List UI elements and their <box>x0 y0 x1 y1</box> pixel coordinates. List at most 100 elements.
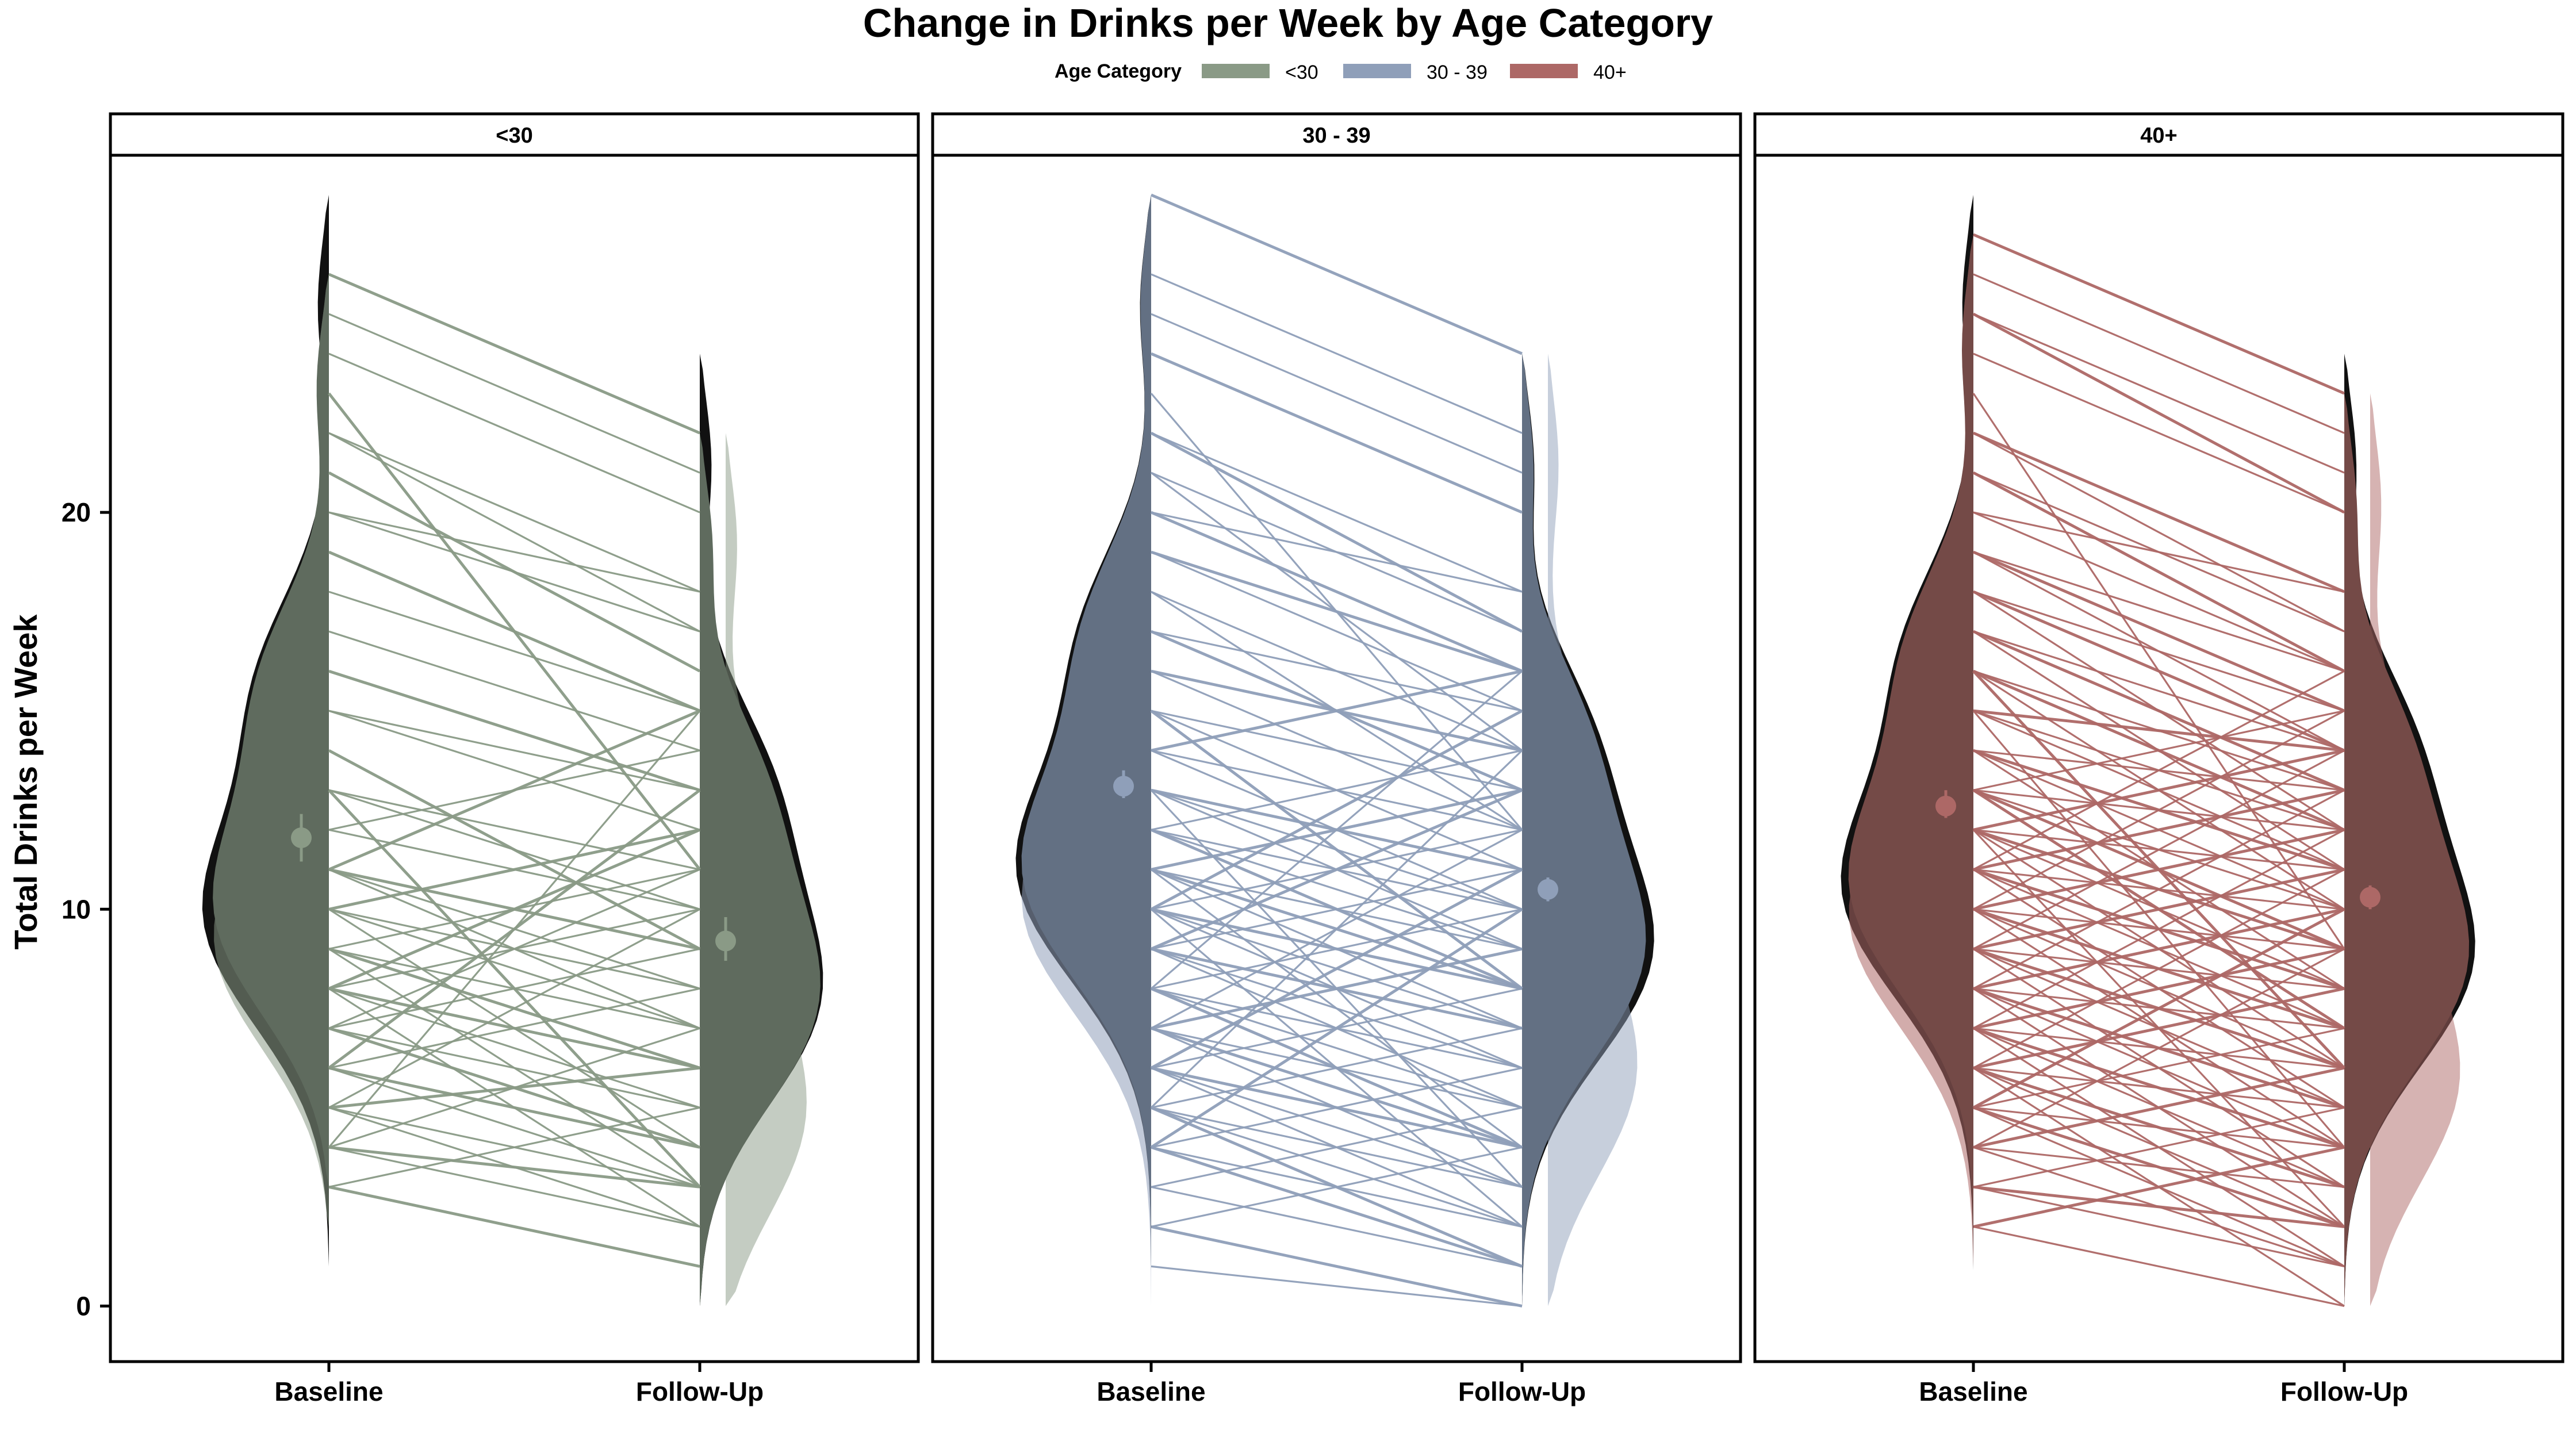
paired-line <box>1150 908 1523 1149</box>
paired-line <box>328 432 700 593</box>
paired-line <box>1150 431 1523 633</box>
paired-line <box>328 710 700 831</box>
paired-line <box>1150 868 1523 1070</box>
violins <box>202 195 823 1306</box>
paired-line <box>1151 710 1523 791</box>
paired-lines <box>1972 233 2345 1307</box>
paired-line <box>1973 551 2345 672</box>
facet-strip-label: 30 - 39 <box>1302 124 1370 148</box>
paired-line <box>1973 710 2345 791</box>
paired-line <box>328 352 700 513</box>
facet-strip <box>931 112 1742 157</box>
paired-line <box>328 987 700 1109</box>
paired-line <box>1973 670 2345 871</box>
paired-line <box>1151 908 1523 990</box>
paired-line <box>1151 432 1523 593</box>
paired-line <box>328 948 700 1029</box>
paired-line <box>1973 273 2345 434</box>
panel-border <box>109 154 920 1363</box>
chart-title: Change in Drinks per Week by Age Categor… <box>863 1 1713 45</box>
paired-line <box>1151 749 1523 831</box>
paired-line <box>1972 908 2345 1109</box>
paired-line <box>1973 1186 2345 1267</box>
paired-line <box>1151 550 1523 673</box>
baseline-violin <box>1021 195 1151 1267</box>
paired-line <box>1151 1027 1523 1109</box>
y-tick-label: 20 <box>62 497 91 527</box>
x-tick-label: Baseline <box>1919 1377 2027 1406</box>
paired-line <box>1973 1066 2345 1149</box>
legend: Age Category <30 30 - 39 40+ <box>1055 60 1627 83</box>
legend-swatch <box>1510 64 1578 78</box>
paired-line <box>328 550 700 712</box>
baseline-violin <box>213 274 329 1187</box>
paired-line <box>328 1145 700 1189</box>
facet-panel: 30 - 39 Baseline Follow-Up <box>931 112 1742 1406</box>
baseline-mean-point <box>1935 795 1956 816</box>
paired-line <box>1973 1027 2345 1109</box>
paired-line <box>1973 233 2345 395</box>
legend-label: 40+ <box>1593 62 1627 83</box>
paired-line <box>328 710 701 1148</box>
paired-line <box>1151 829 1523 950</box>
paired-line <box>328 273 700 435</box>
x-tick-label: Follow-Up <box>2280 1377 2408 1406</box>
panel-border <box>931 154 1742 1363</box>
paired-line <box>328 630 700 752</box>
paired-line <box>1151 948 1523 1069</box>
paired-line <box>1150 750 1523 1109</box>
x-tick-label: Follow-Up <box>636 1377 764 1406</box>
paired-line <box>1151 788 1523 950</box>
followup-violin <box>700 433 821 1306</box>
paired-line <box>1973 432 2345 632</box>
paired-line <box>1151 511 1523 673</box>
paired-line <box>1972 312 2345 514</box>
paired-lines <box>328 273 701 1268</box>
paired-line <box>328 432 700 632</box>
paired-line <box>328 511 700 632</box>
paired-line <box>1151 1265 1523 1307</box>
plot-background <box>110 155 918 1362</box>
legend-label: <30 <box>1285 62 1318 83</box>
paired-line <box>328 1066 700 1149</box>
paired-line <box>1973 948 2345 1148</box>
paired-line <box>1151 669 1523 752</box>
paired-line <box>1973 789 2345 990</box>
legend-swatch <box>1343 64 1411 78</box>
legend-swatch <box>1202 64 1270 78</box>
paired-line <box>1973 591 2345 712</box>
violins <box>1841 195 2475 1306</box>
paired-line <box>1150 709 1523 911</box>
violins <box>1015 195 1654 1306</box>
paired-line <box>328 828 700 911</box>
paired-line <box>1973 313 2345 474</box>
paired-line <box>1973 947 2345 1030</box>
paired-line <box>1973 749 2345 831</box>
panel-border <box>1753 154 2564 1363</box>
paired-line <box>1973 710 2345 910</box>
paired-line <box>1973 987 2345 1070</box>
paired-line <box>1151 1145 1523 1268</box>
paired-line <box>328 1106 700 1188</box>
facet-panel: 40+ Baseline Follow-Up <box>1753 112 2564 1406</box>
paired-line <box>1151 1067 1523 1148</box>
paired-line <box>1151 1146 1523 1228</box>
paired-lines <box>1150 193 1523 1308</box>
paired-line <box>1973 511 2345 672</box>
paired-line <box>1151 789 1523 910</box>
paired-line <box>1150 670 1523 990</box>
paired-line <box>328 710 700 791</box>
facet-strip <box>1753 112 2564 157</box>
means <box>291 814 736 961</box>
x-tick-label: Baseline <box>1097 1377 1205 1406</box>
paired-line <box>328 1146 700 1228</box>
paired-line <box>328 987 700 1069</box>
facet-strip <box>109 112 920 157</box>
paired-line <box>1151 987 1523 1109</box>
paired-line <box>1151 352 1523 514</box>
paired-line <box>328 591 700 712</box>
paired-line <box>1973 749 2345 950</box>
paired-line <box>1151 947 1523 1030</box>
followup-violin <box>2344 393 2469 1306</box>
